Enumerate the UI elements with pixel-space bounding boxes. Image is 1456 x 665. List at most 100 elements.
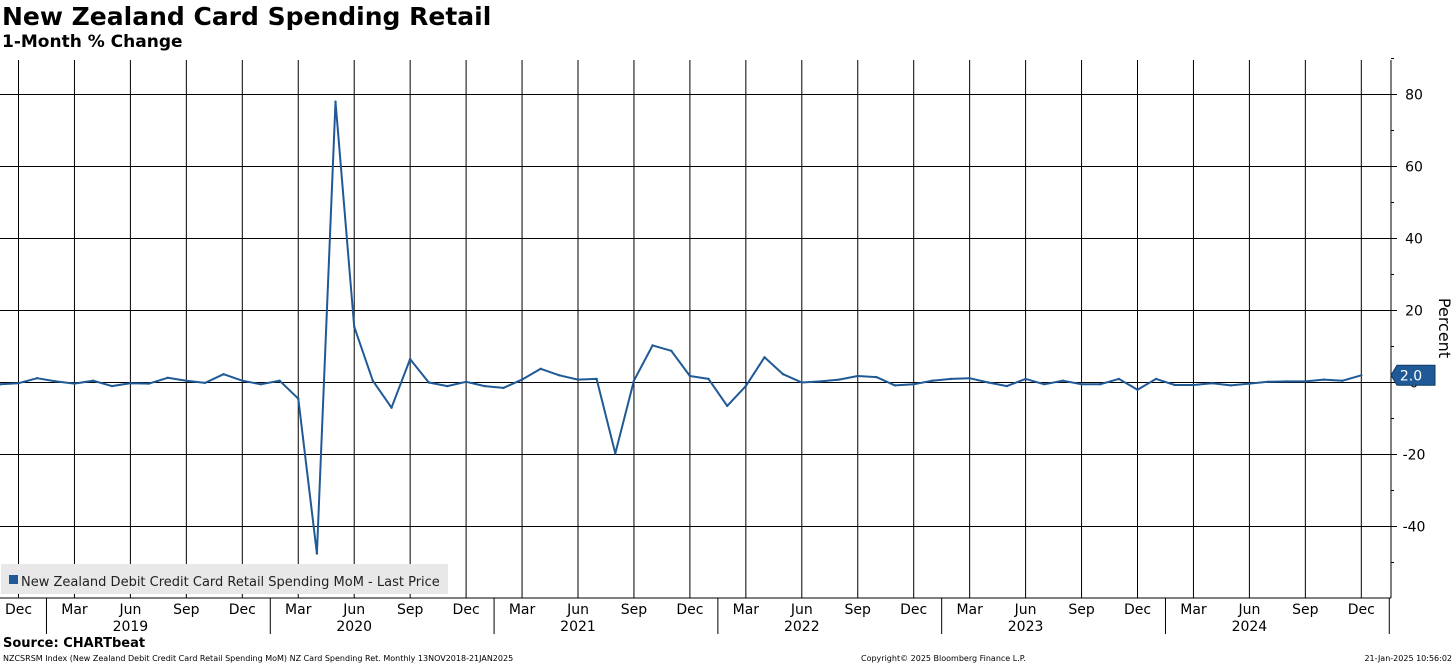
data-point — [1043, 383, 1046, 386]
data-point — [147, 382, 151, 385]
data-point — [166, 376, 169, 379]
data-point — [1154, 377, 1158, 381]
timestamp: 21-Jan-2025 10:56:02 — [1364, 654, 1452, 663]
data-point — [744, 384, 747, 388]
y-tick-label: 60 — [1405, 160, 1423, 176]
data-point — [1266, 380, 1270, 383]
data-point — [781, 373, 785, 376]
data-point — [1173, 383, 1177, 387]
data-point — [1229, 384, 1233, 387]
legend: New Zealand Debit Credit Card Retail Spe… — [1, 564, 448, 594]
axis-layer: 806040200-20-40DecMarJunSepDecMarJunSepD… — [0, 58, 1436, 635]
x-tick-label: Dec — [1124, 602, 1151, 618]
x-tick-label: Mar — [61, 602, 88, 618]
x-tick-label: Dec — [5, 602, 32, 618]
index-info: NZCSRSM Index (New Zealand Debit Credit … — [3, 654, 514, 663]
data-point — [185, 379, 188, 382]
data-point — [875, 375, 878, 379]
chart-title: New Zealand Card Spending Retail — [2, 2, 492, 31]
data-point — [726, 404, 729, 408]
data-point — [968, 377, 971, 380]
last-value-tag — [1390, 364, 1436, 386]
data-point — [259, 383, 263, 386]
x-tick-label: Mar — [956, 602, 983, 618]
x-tick-label: Jun — [118, 602, 141, 618]
data-point — [129, 382, 132, 385]
data-point — [987, 381, 990, 384]
data-point — [893, 384, 897, 387]
x-tick-label: Jun — [1014, 602, 1037, 618]
x-tick-label: Jun — [790, 602, 813, 618]
data-point — [0, 383, 2, 386]
copyright: Copyright© 2025 Bloomberg Finance L.P. — [861, 654, 1026, 663]
data-point — [707, 377, 710, 381]
data-point — [278, 379, 281, 382]
year-label: 2021 — [560, 619, 596, 635]
y-tick-label: 20 — [1405, 304, 1423, 320]
legend-swatch — [9, 575, 18, 584]
data-point — [91, 379, 95, 382]
x-tick-label: Jun — [1237, 602, 1260, 618]
data-point — [353, 325, 356, 328]
year-label: 2020 — [336, 619, 372, 635]
data-point — [1285, 380, 1288, 383]
data-point — [539, 367, 542, 370]
x-tick-label: Dec — [229, 602, 256, 618]
data-point — [1210, 382, 1214, 385]
data-point — [1136, 388, 1139, 391]
y-tick-label: -20 — [1403, 448, 1426, 464]
data-point — [371, 379, 374, 382]
data-point — [949, 377, 953, 381]
data-point — [1080, 383, 1083, 386]
last-value-label: 2.0 — [1400, 368, 1422, 384]
year-label: 2019 — [113, 619, 149, 635]
data-point — [1061, 379, 1065, 382]
x-tick-label: Mar — [733, 602, 760, 618]
data-point — [856, 374, 859, 378]
x-tick-label: Mar — [285, 602, 312, 618]
data-point — [800, 381, 803, 384]
data-point — [464, 380, 468, 383]
data-point — [576, 378, 580, 381]
data-point — [688, 374, 692, 378]
legend-label: New Zealand Debit Credit Card Retail Spe… — [21, 575, 440, 590]
data-point — [1360, 374, 1363, 377]
x-tick-label: Jun — [566, 602, 589, 618]
data-point — [1304, 380, 1307, 383]
data-point — [54, 380, 57, 383]
data-point — [35, 377, 39, 380]
data-point — [1322, 378, 1326, 381]
data-point — [446, 384, 449, 388]
series-line — [0, 100, 1362, 555]
source-label: Source: CHARTbeat — [3, 636, 146, 651]
data-point — [595, 377, 598, 381]
data-point — [837, 378, 841, 381]
data-point — [670, 349, 673, 352]
data-point — [912, 383, 915, 386]
data-point — [520, 378, 524, 381]
data-point — [483, 384, 486, 388]
data-point — [763, 356, 766, 359]
data-point — [502, 386, 505, 390]
data-point — [222, 373, 225, 376]
x-tick-label: Dec — [900, 602, 927, 618]
data-point — [110, 384, 114, 388]
data-point — [931, 379, 934, 382]
data-point — [1117, 377, 1121, 381]
data-point — [1024, 377, 1027, 381]
x-tick-label: Sep — [397, 602, 424, 618]
data-point — [203, 381, 207, 385]
data-point — [632, 379, 636, 382]
x-tick-label: Sep — [621, 602, 648, 618]
x-tick-label: Mar — [1180, 602, 1207, 618]
x-tick-label: Sep — [173, 602, 200, 618]
x-tick-label: Dec — [453, 602, 480, 618]
series-layer — [0, 100, 1363, 555]
y-axis-label: Percent — [1435, 298, 1454, 358]
data-point — [315, 552, 319, 555]
y-tick-label: -40 — [1403, 520, 1426, 536]
data-point — [241, 379, 244, 382]
data-point — [614, 452, 617, 455]
x-tick-label: Sep — [1292, 602, 1319, 618]
